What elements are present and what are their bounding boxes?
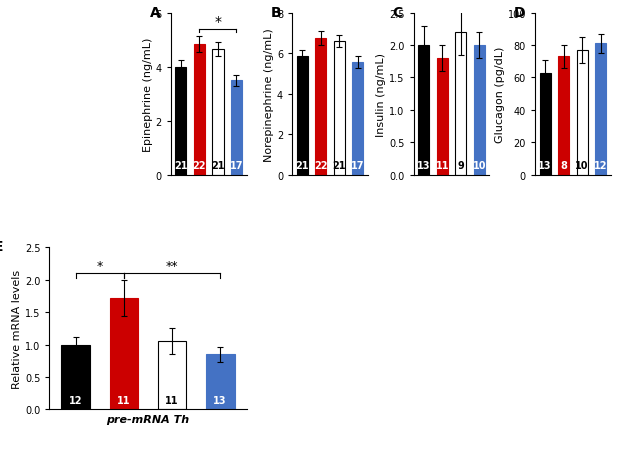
Bar — [437, 59, 448, 175]
Text: 22: 22 — [314, 161, 328, 170]
Text: 13: 13 — [417, 161, 431, 170]
Text: 12: 12 — [594, 161, 607, 170]
Bar — [194, 45, 205, 175]
Text: 17: 17 — [230, 161, 243, 170]
Text: 9: 9 — [457, 161, 464, 170]
Text: C: C — [392, 5, 402, 20]
Bar — [540, 73, 551, 175]
Bar — [474, 46, 485, 175]
Text: 17: 17 — [351, 161, 365, 170]
Bar — [558, 57, 569, 175]
Text: 11: 11 — [117, 394, 131, 404]
Bar — [297, 57, 308, 175]
Bar — [455, 33, 466, 175]
Bar — [175, 67, 186, 175]
Legend: Control-Sed, Control-Run, VMHΔSF-1-Sed, VMHΔSF-1-Run: Control-Sed, Control-Run, VMHΔSF-1-Sed, … — [55, 11, 158, 63]
Bar — [595, 44, 607, 175]
Text: 21: 21 — [174, 161, 188, 170]
Bar — [157, 342, 186, 410]
Y-axis label: Relative mRNA levels: Relative mRNA levels — [12, 269, 22, 388]
Bar — [352, 63, 363, 175]
Text: *: * — [215, 15, 222, 29]
Text: 8: 8 — [560, 161, 567, 170]
Text: D: D — [514, 5, 525, 20]
Bar — [231, 81, 242, 175]
Bar — [212, 50, 223, 175]
Text: A: A — [149, 5, 160, 20]
Bar — [61, 345, 90, 410]
Text: B: B — [271, 5, 281, 20]
Text: 13: 13 — [213, 394, 227, 404]
Bar — [577, 51, 588, 175]
Text: 21: 21 — [211, 161, 225, 170]
Text: 10: 10 — [473, 161, 486, 170]
Y-axis label: Norepinephrine (ng/mL): Norepinephrine (ng/mL) — [264, 28, 274, 161]
Bar — [205, 354, 234, 410]
Y-axis label: Insulin (ng/mL): Insulin (ng/mL) — [376, 52, 386, 136]
Text: 11: 11 — [436, 161, 449, 170]
X-axis label: pre-mRNA Th: pre-mRNA Th — [107, 414, 189, 424]
Text: E: E — [0, 240, 4, 254]
Text: **: ** — [166, 259, 178, 273]
Text: 10: 10 — [576, 161, 589, 170]
Y-axis label: Epinephrine (ng/mL): Epinephrine (ng/mL) — [143, 37, 152, 152]
Y-axis label: Glucagon (pg/dL): Glucagon (pg/dL) — [495, 46, 505, 142]
Bar — [315, 39, 326, 175]
Text: 21: 21 — [333, 161, 346, 170]
Bar — [109, 298, 138, 410]
Text: 11: 11 — [165, 394, 179, 404]
Text: 12: 12 — [69, 394, 83, 404]
Text: 21: 21 — [296, 161, 309, 170]
Bar — [418, 46, 429, 175]
Text: 22: 22 — [193, 161, 206, 170]
Bar — [334, 42, 345, 175]
Text: 13: 13 — [539, 161, 552, 170]
Text: *: * — [97, 259, 103, 273]
